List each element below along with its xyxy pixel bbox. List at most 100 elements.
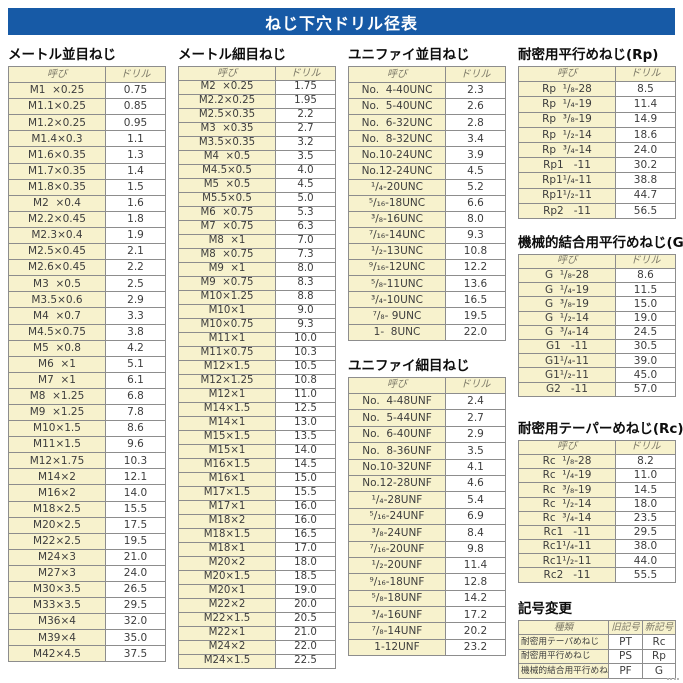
thread-name-cell: G1¹/₄-11 xyxy=(518,353,616,369)
table-row: M22×1 21.0 xyxy=(178,626,336,641)
drill-value-cell: 5.0 xyxy=(275,192,336,207)
table-row: M11×1 10.0 xyxy=(178,332,336,347)
drill-value-cell: 3.9 xyxy=(445,146,506,164)
drill-column-header: ドリル xyxy=(615,253,676,270)
page-corner-mark xyxy=(667,678,679,680)
drill-value-cell: 57.0 xyxy=(615,381,676,397)
drill-value-cell: 20.0 xyxy=(275,598,336,613)
thread-name-cell: ³/₈-24UNF xyxy=(348,524,446,542)
table-row: ¹/₂-20UNF 11.4 xyxy=(348,556,506,575)
drill-value-cell: 44.7 xyxy=(615,187,676,204)
table-row: M18×1.5 16.5 xyxy=(178,528,336,543)
thread-name-cell: Rc ³/₈-19 xyxy=(518,482,616,498)
drill-value-cell: 3.5 xyxy=(275,150,336,165)
table-row: M2.5×0.45 2.1 xyxy=(8,243,166,261)
table-row: ⁷/₈- 9UNC 19.5 xyxy=(348,307,506,325)
name-column-header: 呼び xyxy=(178,66,276,81)
thread-name-cell: M1 ×0.25 xyxy=(8,82,106,100)
drill-value-cell: 8.6 xyxy=(615,268,676,284)
drill-value-cell: 16.0 xyxy=(275,500,336,515)
table-row: Rp ³/₄-14 24.0 xyxy=(518,141,676,159)
thread-name-cell: M2 ×0.25 xyxy=(178,80,276,95)
thread-name-cell: M22×2.5 xyxy=(8,532,106,550)
thread-name-cell: M9 ×0.75 xyxy=(178,276,276,291)
drill-column-header: ドリル xyxy=(105,65,166,84)
table-row: Rc ¹/₄-19 11.0 xyxy=(518,468,676,484)
thread-name-cell: M9 ×1.25 xyxy=(8,403,106,422)
table-row: No. 6-32UNC 2.8 xyxy=(348,114,506,132)
thread-name-cell: M6 ×1 xyxy=(8,355,106,373)
table-row: M12×1 11.0 xyxy=(178,388,336,403)
drill-value-cell: 18.0 xyxy=(275,556,336,571)
thread-name-cell: ⁹/₁₆-12UNC xyxy=(348,259,446,277)
thread-name-cell: M4 ×0.7 xyxy=(8,307,106,325)
table-row: M1.7×0.35 1.4 xyxy=(8,162,166,180)
unified-coarse-table: 呼び ドリル No. 4-40UNC 2.3 No. 5-40UNC 2.6 No. 6… xyxy=(348,65,506,341)
table-row: M4 ×0.7 3.3 xyxy=(8,307,166,325)
table-row: Rc1¹/₄-11 38.0 xyxy=(518,539,676,555)
thread-name-cell: G ³/₈-19 xyxy=(518,296,616,312)
name-column-header: 呼び xyxy=(518,439,616,455)
table-row: M12×1.75 10.3 xyxy=(8,452,166,470)
drill-value-cell: 11.0 xyxy=(615,468,676,484)
thread-name-cell: ⁷/₁₆-14UNC xyxy=(348,226,446,245)
table-header-row: 種類 旧記号 新記号 xyxy=(518,619,676,636)
table-row: G ³/₄-14 24.5 xyxy=(518,324,676,341)
drill-value-cell: 13.5 xyxy=(275,430,336,445)
drill-value-cell: 4.0 xyxy=(275,164,336,179)
drill-value-cell: 11.0 xyxy=(275,388,336,403)
drill-value-cell: 14.0 xyxy=(275,444,336,459)
table-row: M1.1×0.25 0.85 xyxy=(8,98,166,116)
thread-name-cell: M17×1.5 xyxy=(178,486,276,501)
thread-name-cell: ¹/₂-20UNF xyxy=(348,556,446,575)
drill-value-cell: 5.2 xyxy=(445,178,506,196)
drill-value-cell: 1.75 xyxy=(275,80,336,95)
drill-value-cell: 4.2 xyxy=(105,339,166,357)
drill-value-cell: 30.2 xyxy=(615,157,676,174)
table-row: M12×1.5 10.5 xyxy=(178,360,336,375)
thread-name-cell: M14×1 xyxy=(178,416,276,431)
thread-name-cell: Rc ¹/₈-28 xyxy=(518,453,616,470)
drill-value-cell: 37.5 xyxy=(105,645,166,663)
drill-value-cell: 22.0 xyxy=(275,640,336,655)
table-row: M5 ×0.8 4.2 xyxy=(8,339,166,357)
table-row: 1-12UNF 23.2 xyxy=(348,638,506,657)
section-title-unified-coarse: ユニファイ並目ねじ xyxy=(348,47,470,63)
drill-value-cell: 10.8 xyxy=(275,374,336,389)
table-row: M9 ×1 8.0 xyxy=(178,262,336,277)
table-row: 1- 8UNC 22.0 xyxy=(348,323,506,341)
drill-value-cell: 3.4 xyxy=(445,130,506,148)
drill-value-cell: 0.75 xyxy=(105,82,166,100)
drill-value-cell: 2.7 xyxy=(445,409,506,427)
thread-name-cell: M4 ×0.5 xyxy=(178,150,276,165)
drill-value-cell: 4.6 xyxy=(445,474,506,493)
drill-value-cell: 13.6 xyxy=(445,275,506,293)
drill-value-cell: 44.0 xyxy=(615,553,676,569)
thread-name-cell: M30×3.5 xyxy=(8,580,106,599)
thread-name-cell: No.12-28UNF xyxy=(348,474,446,493)
drill-value-cell: 15.0 xyxy=(275,472,336,487)
thread-name-cell: ⁵/₈-11UNC xyxy=(348,275,446,293)
drill-value-cell: 8.5 xyxy=(615,81,676,98)
thread-name-cell: G1 -11 xyxy=(518,338,616,355)
drill-value-cell: 2.3 xyxy=(445,82,506,100)
g-table: 呼び ドリル G ¹/₈-28 8.6 G ¹/₄-19 11.5 G ³/₈-19 15… xyxy=(518,253,676,397)
thread-name-cell: Rc ¹/₄-19 xyxy=(518,468,616,484)
drill-value-cell: 22.0 xyxy=(445,323,506,341)
table-row: M24×2 22.0 xyxy=(178,640,336,655)
thread-name-cell: ¹/₂-13UNC xyxy=(348,243,446,261)
table-row: ⁵/₈-18UNF 14.2 xyxy=(348,589,506,608)
thread-name-cell: M5 ×0.5 xyxy=(178,178,276,193)
drill-value-cell: 38.8 xyxy=(615,172,676,189)
table-row: Rp2 -11 56.5 xyxy=(518,202,676,219)
drill-value-cell: 11.4 xyxy=(445,556,506,575)
drill-value-cell: 9.8 xyxy=(445,540,506,558)
thread-name-cell: M3 ×0.5 xyxy=(8,275,106,293)
thread-name-cell: ⁹/₁₆-18UNF xyxy=(348,573,446,591)
table-row: M6 ×0.75 5.3 xyxy=(178,206,336,221)
drill-value-cell: 19.0 xyxy=(615,310,676,326)
thread-name-cell: 機械的結合用平行めねじ xyxy=(518,663,609,679)
column-metric-fine: メートル細目ねじ 呼び ドリル M2 ×0.25 1.75 M2.2×0.25 1.9… xyxy=(178,41,336,669)
table-row: ⁵/₁₆-18UNC 6.6 xyxy=(348,194,506,212)
drill-value-cell: 2.9 xyxy=(105,291,166,309)
